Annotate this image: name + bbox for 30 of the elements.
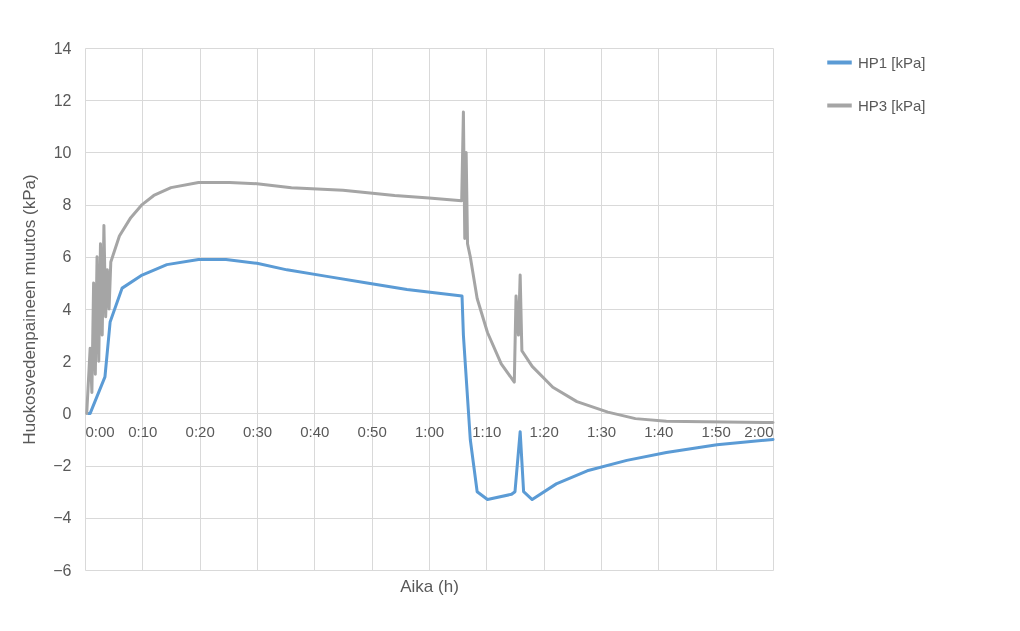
x-tick-label: 2:00 bbox=[744, 422, 774, 440]
x-tick-label: 1:40 bbox=[644, 422, 674, 440]
y-tick-label: 0 bbox=[62, 404, 72, 422]
x-tick-label: 0:30 bbox=[242, 422, 273, 440]
y-tick-label: 6 bbox=[62, 248, 72, 266]
x-tick-label: 1:10 bbox=[472, 422, 502, 440]
x-tick-label: 1:20 bbox=[529, 422, 559, 440]
y-tick-label: 10 bbox=[53, 143, 72, 161]
y-tick-label: 4 bbox=[62, 300, 72, 318]
x-tick-label: 0:20 bbox=[185, 422, 215, 440]
y-tick-label: −4 bbox=[53, 509, 72, 527]
x-tick-label: 0:00 bbox=[85, 422, 115, 440]
line-series bbox=[86, 257, 775, 502]
y-tick-label: 12 bbox=[53, 91, 72, 109]
y-tick-label: −2 bbox=[53, 457, 72, 475]
x-tick-label: 0:10 bbox=[128, 422, 158, 440]
y-axis-title: Huokosvedenpaineen muutos (kPa) bbox=[20, 174, 40, 445]
x-tick-label: 1:50 bbox=[701, 422, 731, 440]
y-tick-label: −6 bbox=[53, 561, 72, 579]
x-tick-label: 1:30 bbox=[586, 422, 617, 440]
x-axis-title: Aika (h) bbox=[400, 576, 459, 596]
y-tick-label: 2 bbox=[62, 352, 72, 370]
y-tick-label: 8 bbox=[62, 196, 72, 214]
line-series bbox=[85, 110, 775, 425]
x-tick-label: 0:50 bbox=[357, 422, 387, 440]
x-tick-label: 1:00 bbox=[414, 422, 445, 440]
x-tick-label: 0:40 bbox=[300, 422, 330, 440]
legend-label: HP3 [kPa] bbox=[858, 96, 926, 114]
legend-label: HP1 [kPa] bbox=[858, 53, 926, 71]
y-tick-label: 14 bbox=[53, 39, 72, 57]
